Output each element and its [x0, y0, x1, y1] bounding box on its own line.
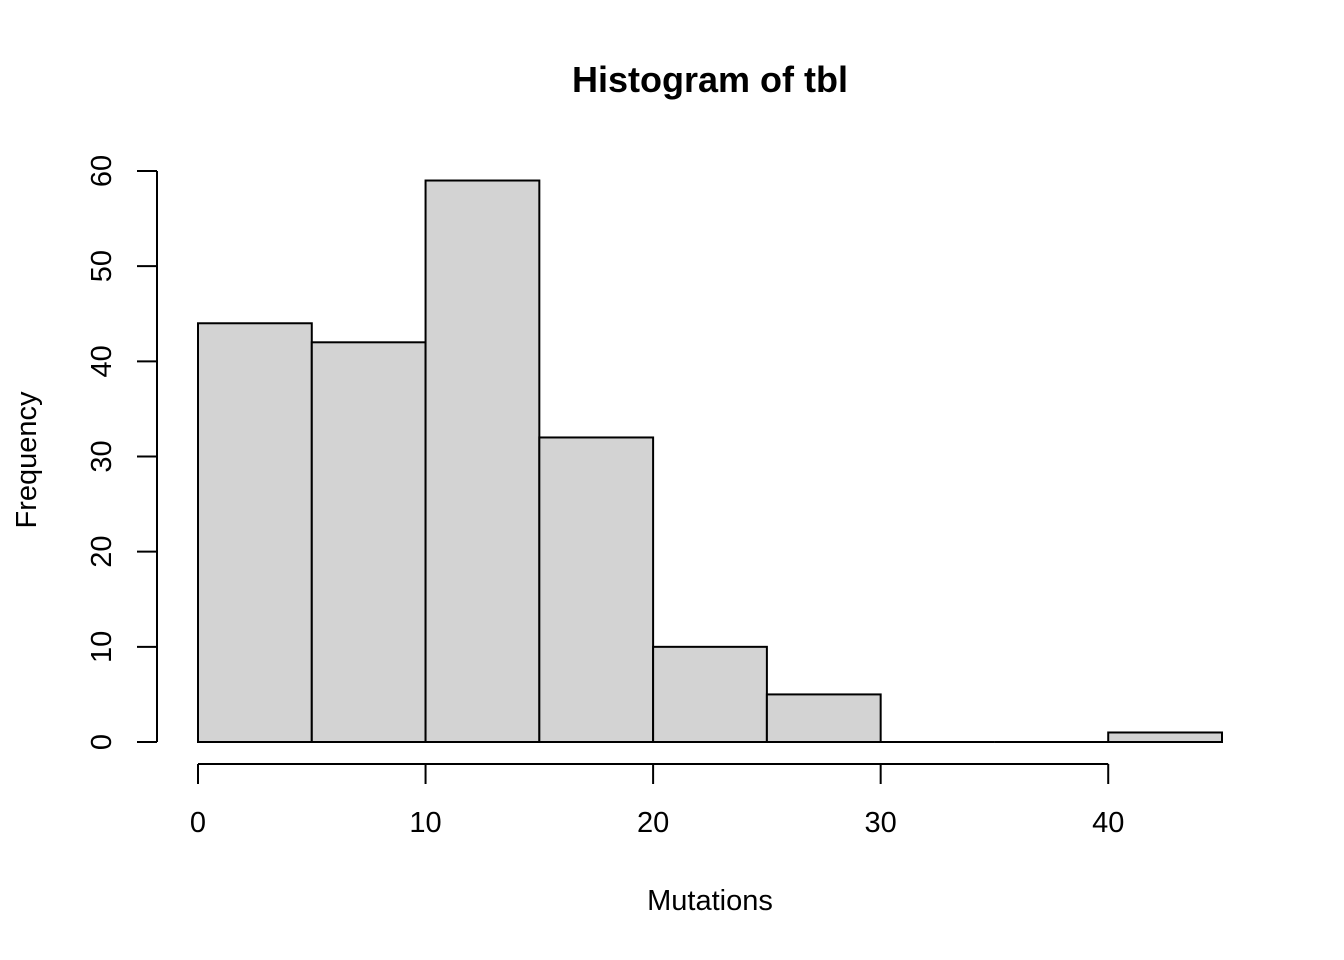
- x-tick-label: 10: [409, 807, 441, 839]
- bars-group: [197, 179, 1223, 744]
- y-axis-label: Frequency: [11, 391, 43, 529]
- y-tick-label: 60: [86, 155, 118, 187]
- histogram-bar: [652, 645, 768, 743]
- y-tick-label: 30: [86, 440, 118, 472]
- x-tick-label: 0: [190, 807, 206, 839]
- y-tick-label: 20: [86, 536, 118, 568]
- histogram-bar: [538, 436, 655, 743]
- histogram-bar: [765, 693, 882, 744]
- y-tick-label: 10: [86, 631, 118, 663]
- y-tick-label: 0: [86, 734, 118, 750]
- x-tick-label: 30: [865, 807, 897, 839]
- x-axis-label: Mutations: [647, 885, 773, 917]
- y-axis: 0 10 20 30 40 50 60: [86, 155, 158, 750]
- x-tick-label: 20: [637, 807, 669, 839]
- y-tick-label: 50: [86, 250, 118, 282]
- histogram-bar: [310, 341, 427, 743]
- chart-title: Histogram of tbl: [572, 59, 848, 100]
- x-tick-label: 40: [1092, 807, 1124, 839]
- histogram-bar: [1107, 731, 1223, 744]
- histogram-bar: [197, 322, 313, 743]
- x-axis: 0 10 20 30 40: [190, 763, 1124, 839]
- histogram-bar: [424, 179, 541, 743]
- y-tick-label: 40: [86, 345, 118, 377]
